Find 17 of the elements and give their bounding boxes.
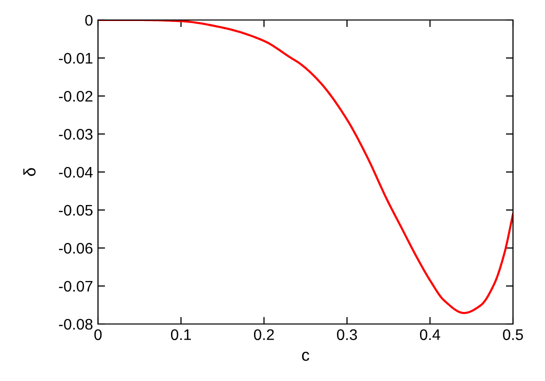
- y-tick-label: 0: [85, 14, 93, 26]
- y-tick-label: -0.04: [59, 166, 93, 178]
- x-tick-label: 0.4: [420, 329, 440, 340]
- x-tick-label: 0: [94, 329, 102, 340]
- x-tick-label: 0.3: [336, 329, 357, 340]
- y-tick-label: -0.05: [59, 204, 92, 216]
- y-tick-label: -0.07: [59, 280, 92, 292]
- y-tick-label: -0.01: [59, 52, 92, 64]
- y-tick-label: -0.08: [59, 318, 92, 330]
- x-tick-label: 0.2: [254, 329, 274, 340]
- x-tick-label: 0.1: [170, 329, 191, 340]
- x-tick-label: 0.5: [502, 329, 523, 340]
- x-axis-title: c: [302, 352, 310, 361]
- y-axis-title: δ: [23, 168, 36, 176]
- y-tick-label: -0.02: [59, 90, 92, 102]
- y-tick-label: -0.06: [59, 242, 92, 254]
- y-tick-label: -0.03: [59, 128, 92, 140]
